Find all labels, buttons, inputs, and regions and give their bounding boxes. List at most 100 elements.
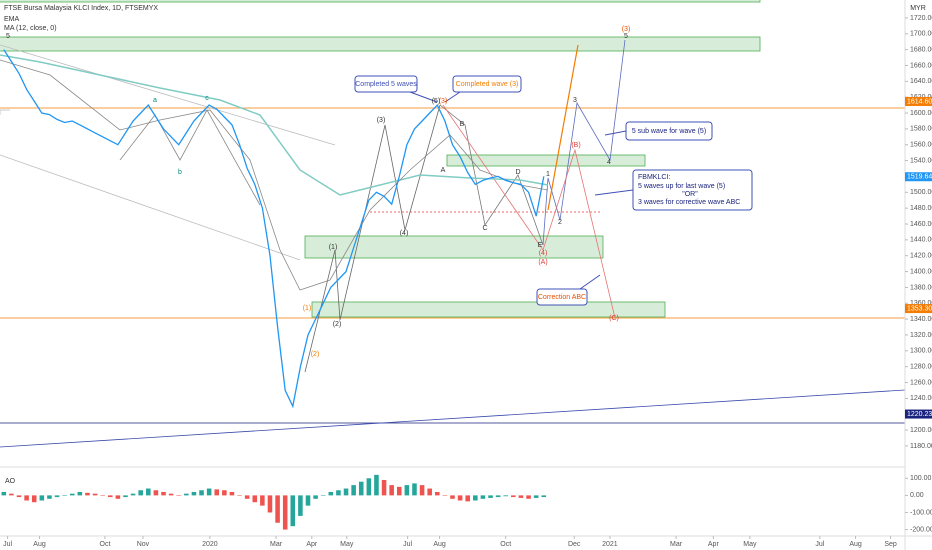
ao-bar [115,495,121,499]
ao-bar [419,485,425,496]
moving-average [0,59,549,291]
projection [542,39,626,246]
x-tick-label: May [340,541,354,548]
ao-bar [267,495,273,513]
ao-bar [191,491,197,496]
y-tick-label: 1280.00 [910,364,932,371]
price-badge-label: 1519.64 [907,174,932,181]
wave-label: (2) [311,351,320,358]
ao-bar [222,490,227,496]
moving-average [0,54,549,196]
callout-text: 5 sub wave for wave (5) [632,128,706,135]
ao-bar [351,485,356,496]
wave-label: 3 [573,97,577,104]
ao-bar [366,478,372,496]
callout-text: 3 waves for corrective wave ABC [638,199,740,206]
wave-label: (4) [539,250,548,257]
ao-bar [176,495,181,496]
ao-bar [381,479,387,496]
ao-bar [442,495,448,496]
callout-text: "OR" [682,191,698,198]
x-tick-label: May [743,541,757,548]
wave-label: 5 [6,33,10,40]
ao-bar [275,495,280,523]
callout-text: Completed 5 waves [355,81,417,88]
callout-box [354,75,418,93]
trend-line [0,109,10,115]
y-tick-label: 1300.00 [910,348,932,355]
wave-line [439,104,544,246]
ao-bar [320,495,326,496]
callout-text: FBMKLCI: [638,174,670,181]
price-line [3,49,545,409]
ao-bar [184,493,189,496]
x-tick-label: Oct [100,541,111,548]
wave-label: (C) [609,315,619,322]
x-tick-label: Jul [403,541,412,548]
ao-bar [54,495,60,498]
ao-bar [260,495,265,506]
wave-label: A [441,167,446,174]
ao-bar [488,495,493,498]
wave-label: b [178,169,182,176]
x-tick-label: Aug [433,541,446,548]
ao-bar [1,491,7,496]
ao-bar [533,495,539,498]
wave-label: (2) [333,321,342,328]
wave-label: (5) [432,98,441,105]
ao-bar [412,483,417,496]
price-badge-label: 1614.60 [907,98,932,105]
x-tick-label: Mar [270,541,283,548]
ao-bar [138,490,143,496]
ao-bar [107,495,113,498]
y-tick-label: 1420.00 [910,253,932,260]
ao-bar [62,495,67,496]
ao-tick-label: 0.00 [910,492,924,499]
ao-tick-label: -100.00 [910,509,932,516]
y-tick-label: 1180.00 [910,443,932,450]
wave-label: C [482,225,487,232]
y-tick-label: 1260.00 [910,379,932,386]
ao-bar [146,488,151,496]
ao-bar [168,493,174,496]
x-tick-label: 2021 [602,541,618,548]
wave-label: (3) [377,117,386,124]
ao-bar [473,495,478,501]
callout-text: Completed wave (3) [456,81,519,88]
ao-bar [526,495,531,499]
wave-label: 2 [558,219,562,226]
ao-bar [9,493,14,496]
price-badge [905,172,932,182]
chart-title: FTSE Bursa Malaysia KLCI Index, 1D, FTSE… [4,5,158,12]
ao-bar [252,495,258,503]
price-badge-label: 1353.30 [907,305,932,312]
ao-bar [389,485,394,496]
price-badge [905,304,932,314]
wave-label: 5 [624,33,628,40]
wave-label: (3) [439,98,448,105]
ao-bar [92,493,98,496]
callout-pointer [444,91,461,103]
x-tick-label: Oct [500,541,511,548]
callout-box [536,288,588,306]
zone [311,301,666,318]
wave-label: (B) [571,142,580,149]
ao-bar [305,495,311,506]
y-tick-label: 1340.00 [910,316,932,323]
ao-bar [358,481,364,496]
wave-label: c [205,95,209,102]
ao-bar [39,495,45,501]
indicator-label: EMA [4,16,20,23]
ao-bar [480,495,486,499]
price-badge [905,409,932,419]
wave-label: (A) [538,259,547,266]
callout-text: Correction ABC [538,294,586,301]
ao-bar [396,486,402,496]
y-tick-label: 1400.00 [910,268,932,275]
ao-bar [313,495,318,499]
y-tick-label: 1700.00 [910,31,932,38]
ao-bar [511,495,516,498]
wave-label: a [153,97,157,104]
wave-line [119,109,261,206]
x-tick-label: 2020 [202,541,218,548]
